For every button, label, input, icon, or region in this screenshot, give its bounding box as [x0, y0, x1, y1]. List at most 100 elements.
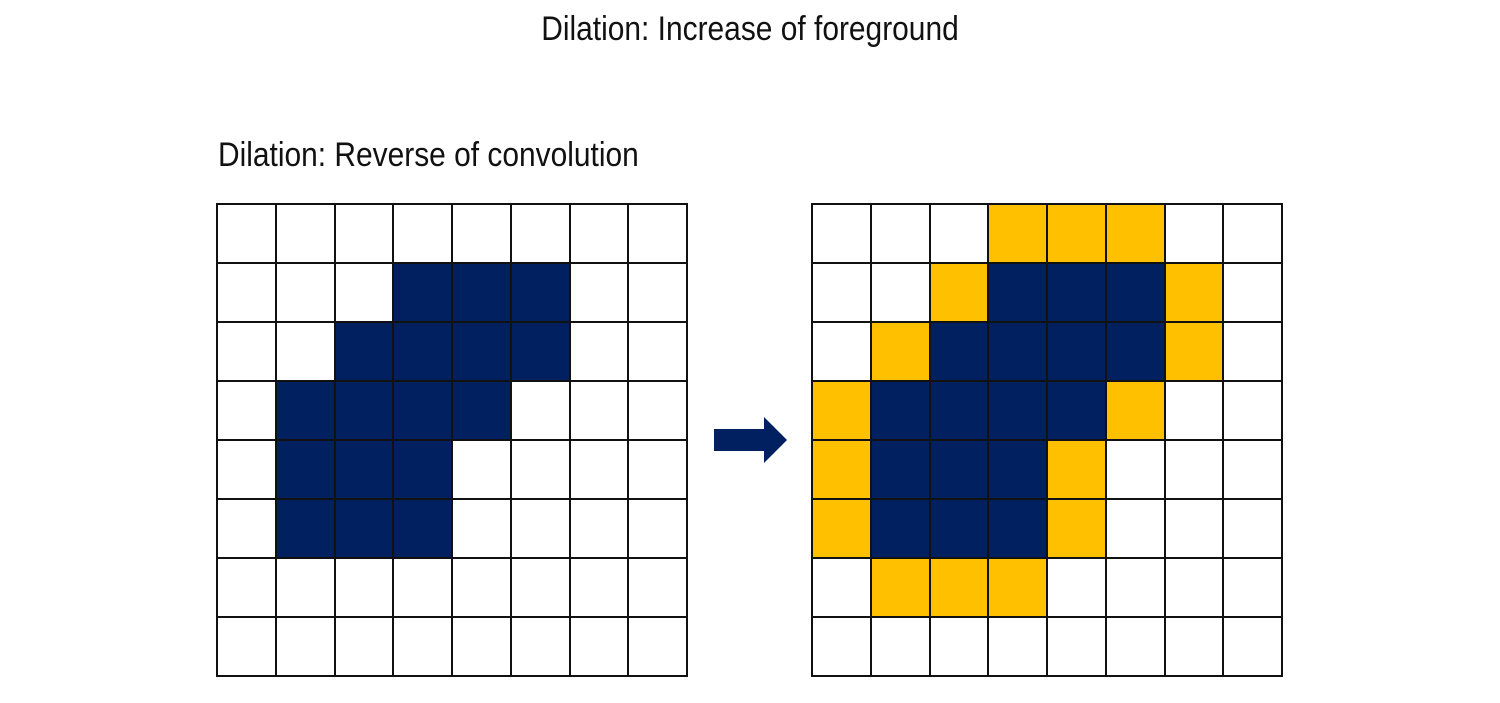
background-cell	[1106, 500, 1166, 559]
background-cell	[1165, 441, 1225, 500]
dilated-cell	[1106, 382, 1166, 441]
background-cell	[511, 559, 571, 618]
foreground-cell	[335, 382, 395, 441]
foreground-cell	[394, 264, 453, 323]
background-cell	[1106, 618, 1166, 677]
background-cell	[1224, 205, 1283, 264]
background-cell	[570, 205, 630, 264]
background-cell	[629, 264, 688, 323]
background-cell	[871, 205, 931, 264]
background-cell	[570, 264, 630, 323]
foreground-cell	[989, 500, 1048, 559]
background-cell	[629, 618, 688, 677]
dilated-cell	[1048, 441, 1107, 500]
background-cell	[570, 500, 630, 559]
background-cell	[989, 618, 1048, 677]
background-cell	[1165, 382, 1225, 441]
foreground-cell	[1048, 264, 1107, 323]
foreground-cell	[1048, 382, 1107, 441]
background-cell	[1224, 382, 1283, 441]
background-cell	[218, 500, 277, 559]
foreground-cell	[453, 264, 512, 323]
background-cell	[276, 205, 336, 264]
background-cell	[570, 441, 630, 500]
background-cell	[1224, 264, 1283, 323]
background-cell	[1224, 323, 1283, 382]
dilated-cell	[813, 500, 872, 559]
background-cell	[813, 559, 872, 618]
foreground-cell	[511, 264, 571, 323]
background-cell	[1224, 500, 1283, 559]
background-cell	[511, 618, 571, 677]
dilated-cell	[1106, 205, 1166, 264]
background-cell	[511, 441, 571, 500]
foreground-cell	[335, 441, 395, 500]
background-cell	[394, 559, 453, 618]
dilated-cell	[1165, 264, 1225, 323]
foreground-cell	[276, 500, 336, 559]
background-cell	[629, 500, 688, 559]
background-cell	[453, 618, 512, 677]
background-cell	[813, 205, 872, 264]
background-cell	[1224, 441, 1283, 500]
background-cell	[570, 323, 630, 382]
background-cell	[570, 382, 630, 441]
dilated-cell	[989, 559, 1048, 618]
dilated-cell	[813, 382, 872, 441]
background-cell	[1106, 441, 1166, 500]
background-cell	[218, 323, 277, 382]
foreground-cell	[989, 323, 1048, 382]
background-cell	[1106, 559, 1166, 618]
background-cell	[276, 559, 336, 618]
foreground-cell	[276, 441, 336, 500]
background-cell	[218, 618, 277, 677]
background-cell	[629, 441, 688, 500]
background-cell	[1165, 618, 1225, 677]
background-cell	[930, 618, 990, 677]
background-cell	[629, 382, 688, 441]
background-cell	[453, 205, 512, 264]
background-cell	[511, 382, 571, 441]
background-cell	[813, 264, 872, 323]
background-cell	[570, 618, 630, 677]
dilated-cell	[813, 441, 872, 500]
foreground-cell	[394, 441, 453, 500]
diagram-title: Dilation: Increase of foreground	[541, 10, 959, 48]
background-cell	[453, 559, 512, 618]
foreground-cell	[871, 500, 931, 559]
background-cell	[629, 323, 688, 382]
background-cell	[394, 205, 453, 264]
background-cell	[570, 559, 630, 618]
background-cell	[218, 382, 277, 441]
foreground-cell	[511, 323, 571, 382]
background-cell	[1165, 500, 1225, 559]
dilated-cell	[1048, 205, 1107, 264]
foreground-cell	[453, 382, 512, 441]
right-arrow-icon	[714, 417, 787, 463]
background-cell	[335, 559, 395, 618]
background-cell	[1224, 559, 1283, 618]
foreground-cell	[453, 323, 512, 382]
background-cell	[930, 205, 990, 264]
background-cell	[813, 618, 872, 677]
background-cell	[218, 264, 277, 323]
background-cell	[813, 323, 872, 382]
background-cell	[335, 205, 395, 264]
background-cell	[453, 500, 512, 559]
background-cell	[218, 559, 277, 618]
foreground-cell	[394, 323, 453, 382]
background-cell	[218, 441, 277, 500]
foreground-cell	[989, 382, 1048, 441]
background-cell	[1224, 618, 1283, 677]
foreground-cell	[930, 382, 990, 441]
foreground-cell	[871, 441, 931, 500]
foreground-cell	[1048, 323, 1107, 382]
after-grid	[811, 203, 1283, 677]
foreground-cell	[1106, 323, 1166, 382]
background-cell	[1048, 559, 1107, 618]
background-cell	[276, 264, 336, 323]
background-cell	[276, 323, 336, 382]
background-cell	[335, 618, 395, 677]
background-cell	[629, 559, 688, 618]
dilated-cell	[1165, 323, 1225, 382]
